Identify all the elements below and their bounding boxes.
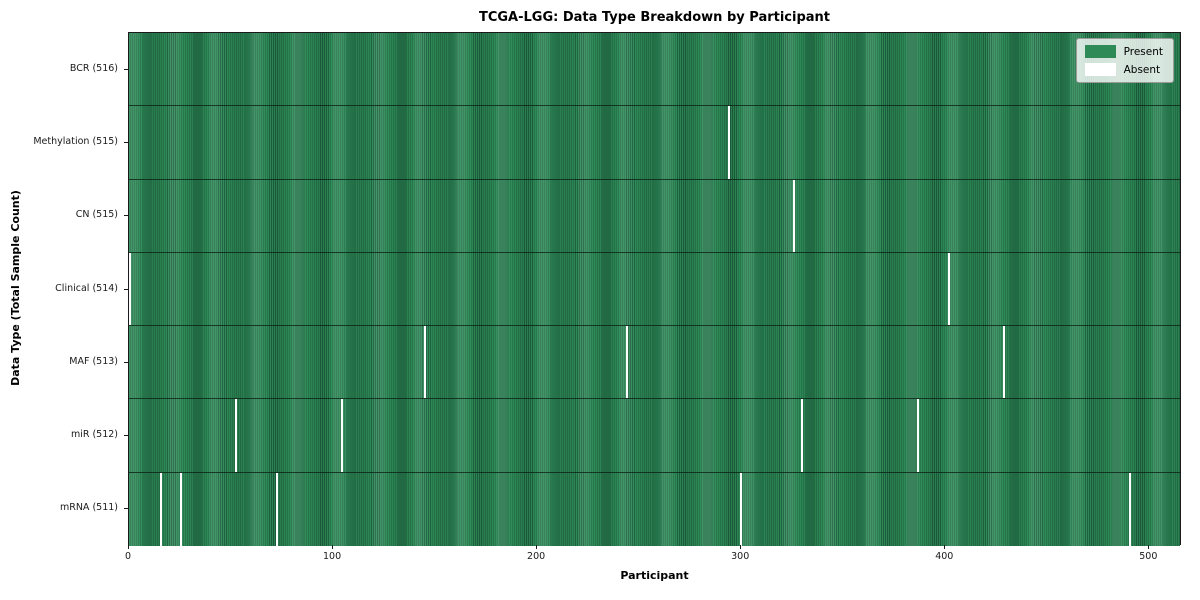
absent-gap-mrna-72 xyxy=(275,472,278,546)
legend-label-present: Present xyxy=(1123,45,1163,58)
x-tick-label-100: 100 xyxy=(322,551,342,562)
absent-gap-maf-244 xyxy=(625,326,628,399)
absent-gap-clinical-0 xyxy=(129,252,131,326)
absent-gap-mrna-491 xyxy=(1129,472,1132,546)
present-swatch-icon xyxy=(1084,45,1116,58)
row-mir xyxy=(129,399,1180,473)
y-tick-label-maf: MAF (513) xyxy=(69,355,118,367)
absent-gap-mir-52 xyxy=(234,399,237,472)
row-methylation xyxy=(129,106,1180,180)
y-tick-label-mrna: mRNA (511) xyxy=(59,502,118,514)
y-tick-label-bcr: BCR (516) xyxy=(69,62,118,74)
absent-swatch-icon xyxy=(1084,63,1116,76)
row-bcr xyxy=(129,33,1180,107)
y-tick-label-cn: CN (515) xyxy=(75,209,118,221)
x-tick-label-200: 200 xyxy=(527,551,546,562)
absent-gap-maf-429 xyxy=(1002,326,1005,399)
y-tick-mark xyxy=(124,68,128,70)
plot-area xyxy=(128,32,1181,546)
x-tick-label-300: 300 xyxy=(731,551,750,562)
legend-item-absent: Absent xyxy=(1084,63,1163,76)
absent-gap-cn-326 xyxy=(793,179,795,252)
x-tick-mark xyxy=(944,545,946,549)
row-mrna xyxy=(129,472,1180,546)
y-tick-mark xyxy=(124,215,128,217)
x-axis-title: Participant xyxy=(620,569,689,582)
absent-gap-mir-104 xyxy=(340,399,343,472)
x-tick-mark xyxy=(536,545,538,549)
row-cn xyxy=(129,179,1180,253)
x-tick-mark xyxy=(1148,545,1150,549)
row-maf xyxy=(129,326,1180,400)
absent-gap-maf-145 xyxy=(424,326,427,399)
y-tick-mark xyxy=(124,508,128,510)
x-tick-mark xyxy=(740,545,742,549)
legend: Present Absent xyxy=(1075,38,1174,83)
x-tick-mark xyxy=(128,545,129,549)
y-tick-mark xyxy=(124,141,128,143)
absent-gap-methylation-294 xyxy=(727,106,730,179)
absent-gap-clinical-402 xyxy=(947,252,950,326)
y-tick-mark xyxy=(124,361,128,363)
y-tick-label-mir: miR (512) xyxy=(70,429,118,441)
absent-gap-mrna-300 xyxy=(740,472,743,546)
absent-gap-mir-330 xyxy=(801,399,804,472)
x-tick-label-0: 0 xyxy=(124,551,132,562)
legend-label-absent: Absent xyxy=(1123,63,1161,76)
y-tick-label-clinical: Clinical (514) xyxy=(55,282,118,294)
y-tick-mark xyxy=(124,435,128,437)
absent-gap-mir-387 xyxy=(917,399,920,472)
x-tick-label-500: 500 xyxy=(1139,551,1158,562)
absent-gap-mrna-15 xyxy=(159,472,162,546)
x-tick-label-400: 400 xyxy=(935,551,954,562)
y-tick-mark xyxy=(124,288,128,290)
x-tick-mark xyxy=(332,545,334,549)
absent-gap-mrna-25 xyxy=(179,472,182,546)
row-clinical xyxy=(129,252,1180,327)
chart-title: TCGA-LGG: Data Type Breakdown by Partici… xyxy=(478,10,831,25)
y-tick-label-methylation: Methylation (515) xyxy=(33,135,118,147)
legend-item-present: Present xyxy=(1084,45,1163,58)
